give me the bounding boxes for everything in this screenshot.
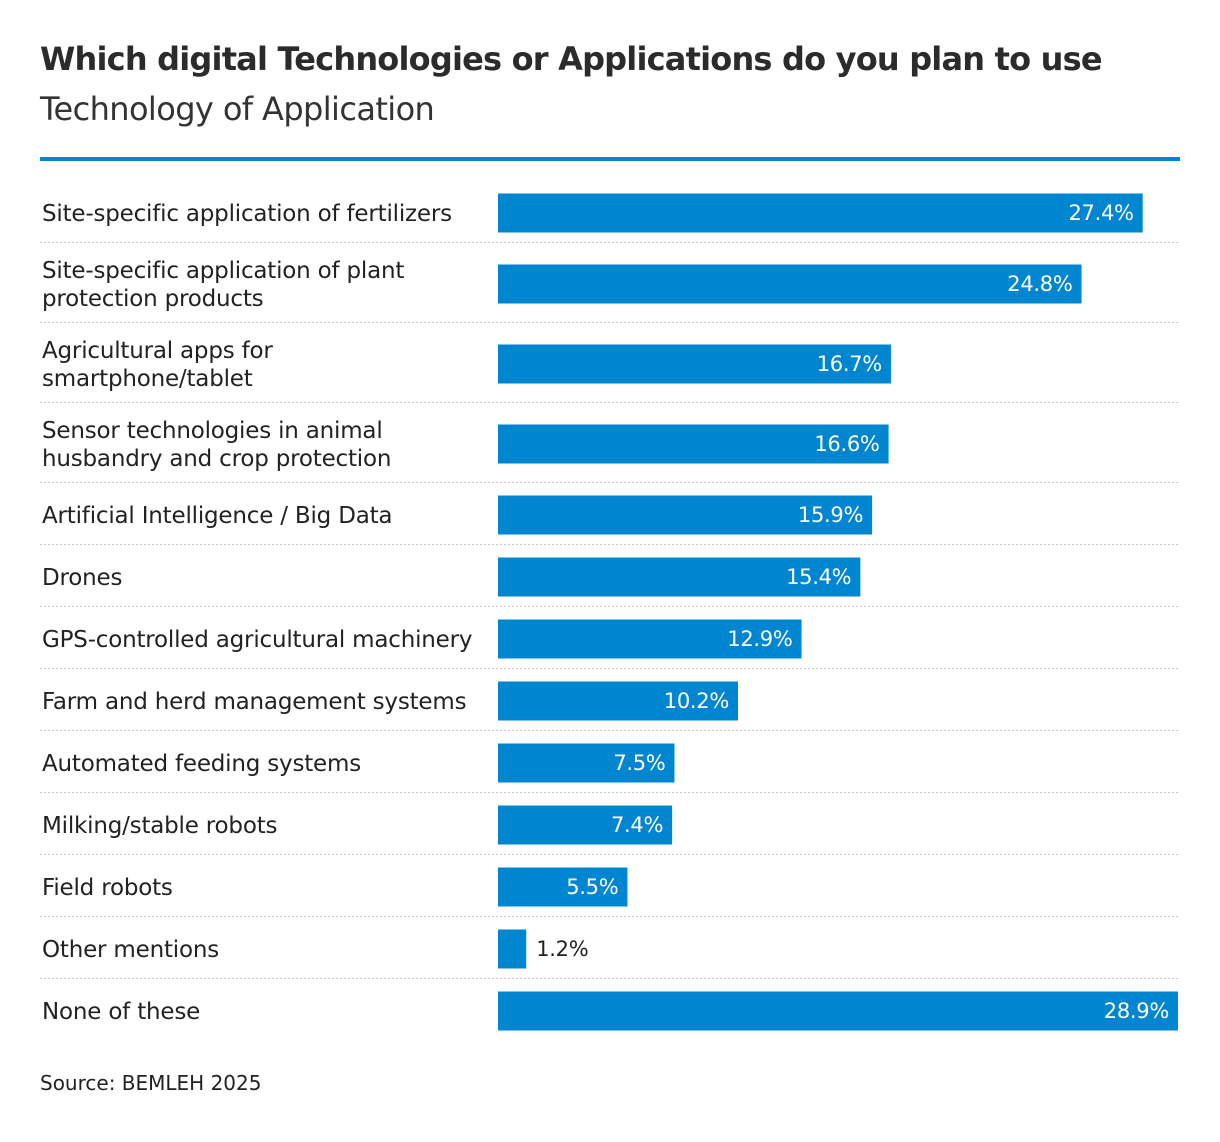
bar <box>498 929 527 969</box>
category-label-line: Automated feeding systems <box>42 751 361 777</box>
bar <box>498 805 673 845</box>
bar <box>498 743 675 783</box>
value-label: 24.8% <box>1007 272 1072 296</box>
bar <box>498 264 1082 304</box>
category-label-line: Drones <box>42 565 122 591</box>
value-label: 15.4% <box>786 565 851 589</box>
category-label: Site-specific application of fertilizers <box>42 201 452 227</box>
bar <box>498 495 873 535</box>
category-label-line: protection products <box>42 286 263 312</box>
category-label: Other mentions <box>42 937 219 963</box>
value-label: 10.2% <box>664 689 729 713</box>
value-label: 28.9% <box>1104 999 1169 1023</box>
value-label: 16.7% <box>817 352 882 376</box>
category-label-line: smartphone/tablet <box>42 366 253 392</box>
category-label: Site-specific application of plant protec… <box>42 258 404 312</box>
category-label: Milking/stable robots <box>42 813 277 839</box>
category-label-line: Farm and herd management systems <box>42 689 466 715</box>
value-label: 15.9% <box>798 503 863 527</box>
bar <box>498 681 738 721</box>
category-label-line: GPS-controlled agricultural machinery <box>42 627 472 653</box>
chart-title: Which digital Technologies or Applicatio… <box>40 40 1103 78</box>
bar <box>498 867 628 907</box>
title-rule <box>40 157 1180 161</box>
category-label: Artificial Intelligence / Big Data <box>42 503 392 529</box>
source-note: Source: BEMLEH 2025 <box>40 1071 262 1095</box>
value-label: 16.6% <box>814 432 879 456</box>
chart-subtitle: Technology of Application <box>40 90 435 128</box>
category-label-line: Site-specific application of plant <box>42 258 404 284</box>
bar <box>498 991 1178 1031</box>
bar <box>498 193 1143 233</box>
bar <box>498 344 891 384</box>
category-label-line: Artificial Intelligence / Big Data <box>42 503 392 529</box>
category-label: Farm and herd management systems <box>42 689 466 715</box>
category-label-line: Milking/stable robots <box>42 813 277 839</box>
bar <box>498 557 861 597</box>
category-label: Field robots <box>42 875 173 901</box>
value-label: 1.2% <box>536 937 588 961</box>
category-label: None of these <box>42 999 200 1025</box>
category-label-line: None of these <box>42 999 200 1025</box>
value-label: 5.5% <box>566 875 618 899</box>
bar <box>498 424 889 464</box>
category-label-line: Other mentions <box>42 937 219 963</box>
value-label: 7.4% <box>611 813 663 837</box>
value-label: 27.4% <box>1068 201 1133 225</box>
category-label-line: Agricultural apps for <box>42 338 273 364</box>
bar <box>498 619 802 659</box>
category-label-line: Sensor technologies in animal <box>42 418 383 444</box>
value-label: 12.9% <box>727 627 792 651</box>
category-label-line: husbandry and crop protection <box>42 446 391 472</box>
category-label: Automated feeding systems <box>42 751 361 777</box>
category-label-line: Site-specific application of fertilizers <box>42 201 452 227</box>
category-label-line: Field robots <box>42 875 173 901</box>
value-label: 7.5% <box>613 751 665 775</box>
category-label: Sensor technologies in animal husbandry a… <box>42 418 391 472</box>
category-label: Agricultural apps for smartphone/tablet <box>42 338 273 392</box>
category-label: GPS-controlled agricultural machinery <box>42 627 472 653</box>
category-label: Drones <box>42 565 122 591</box>
